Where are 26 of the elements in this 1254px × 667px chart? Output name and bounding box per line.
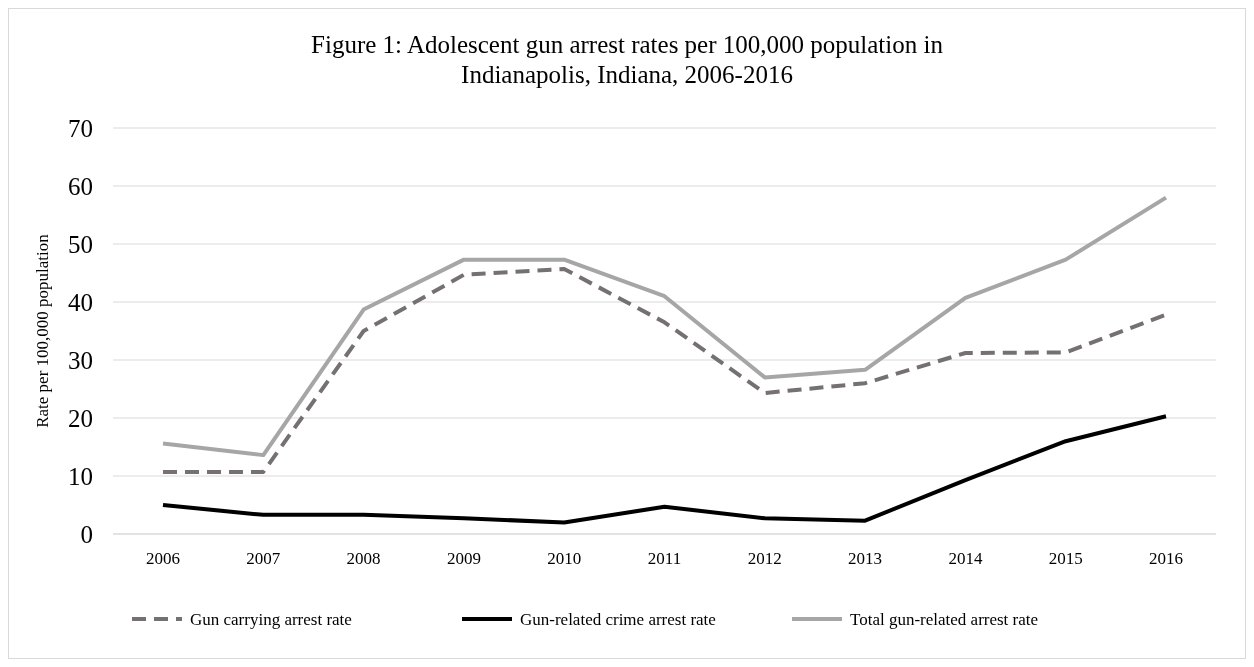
legend-label: Gun carrying arrest rate bbox=[190, 609, 352, 629]
x-tick-label: 2007 bbox=[246, 549, 281, 568]
y-tick-label: 40 bbox=[68, 288, 93, 316]
line-series bbox=[161, 195, 1168, 458]
y-tick-label: 20 bbox=[68, 404, 93, 432]
y-axis-title: Rate per 100,000 population bbox=[33, 233, 52, 428]
legend-label: Gun-related crime arrest rate bbox=[520, 609, 716, 629]
y-tick-label: 10 bbox=[68, 462, 93, 490]
x-tick-label: 2015 bbox=[1048, 549, 1083, 568]
y-tick-label: 30 bbox=[68, 346, 93, 374]
x-tick-label: 2009 bbox=[446, 549, 481, 568]
x-tick-label: 2010 bbox=[547, 549, 582, 568]
line-series bbox=[161, 414, 1168, 525]
x-tick-label: 2011 bbox=[647, 549, 682, 568]
y-tick-label: 0 bbox=[80, 520, 93, 548]
x-tick-label: 2008 bbox=[346, 549, 381, 568]
chart-title: Figure 1: Adolescent gun arrest rates per 100,000 population in Indianapolis, Indiana, 2006-2016 bbox=[311, 31, 944, 88]
x-tick-label: 2013 bbox=[848, 549, 883, 568]
x-tick-label: 2014 bbox=[948, 549, 983, 568]
x-tick-label: 2006 bbox=[146, 549, 180, 568]
x-tick-label: 2012 bbox=[747, 549, 782, 568]
y-tick-label: 70 bbox=[68, 114, 93, 142]
legend-label: Total gun-related arrest rate bbox=[850, 609, 1039, 629]
y-tick-label: 50 bbox=[68, 230, 93, 258]
x-tick-label: 2016 bbox=[1149, 549, 1183, 568]
y-tick-label: 60 bbox=[68, 172, 93, 200]
